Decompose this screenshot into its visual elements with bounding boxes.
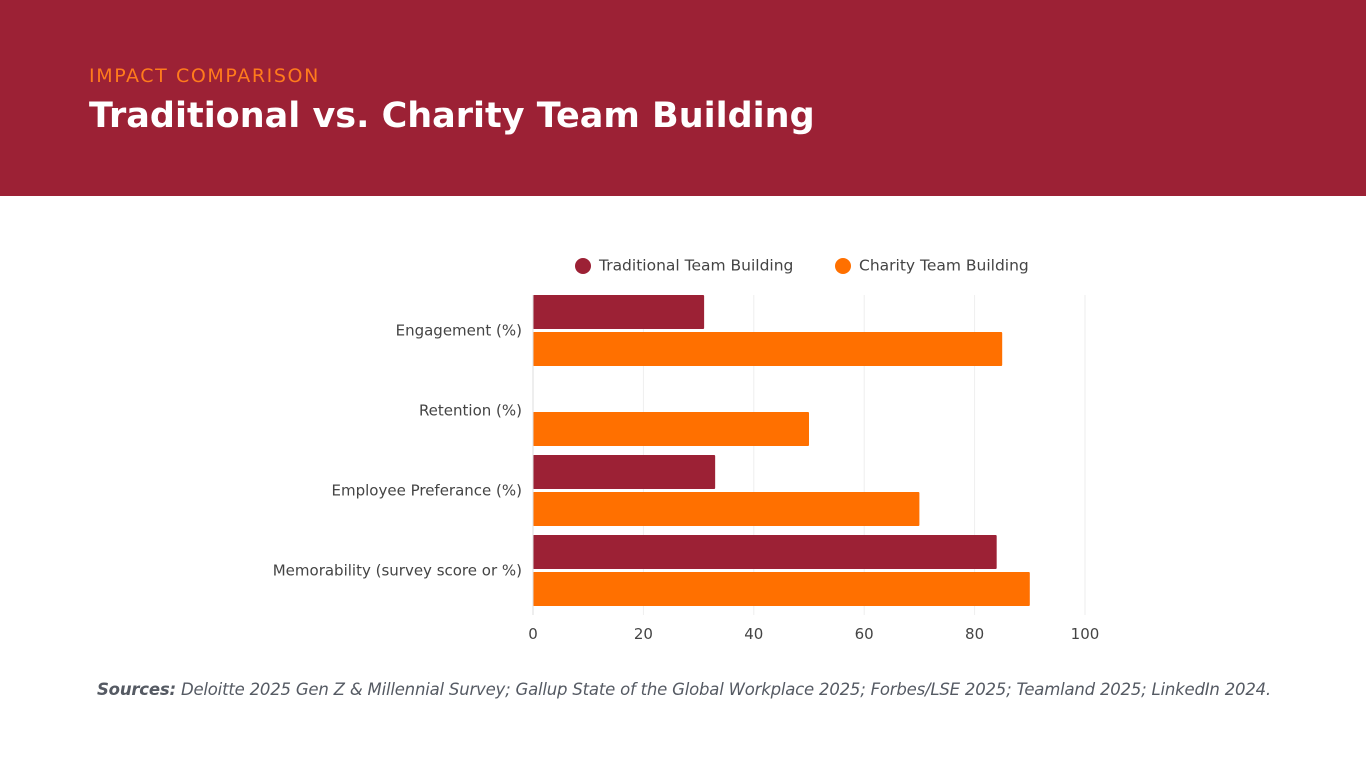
bar-traditional — [533, 455, 716, 489]
legend-marker-charity — [835, 258, 851, 274]
bar-charity — [533, 572, 1030, 606]
eyebrow-label: IMPACT COMPARISON — [89, 65, 320, 87]
chart-canvas: Engagement (%) Retention (%) Employee Pref… — [273, 257, 1100, 644]
x-tick-label: 20 — [634, 625, 653, 643]
category-label: Retention (%) — [419, 402, 522, 420]
category-label: Employee Preferance (%) — [332, 482, 522, 500]
x-tick-label: 40 — [744, 625, 763, 643]
legend-marker-traditional — [575, 258, 591, 274]
x-tick-label: 0 — [528, 625, 538, 643]
category-label: Memorability (survey score or %) — [273, 562, 522, 580]
x-tick-label: 100 — [1071, 625, 1100, 643]
header-banner: IMPACT COMPARISON Traditional vs. Charit… — [0, 0, 1366, 196]
bar-chart: Engagement (%) Retention (%) Employee Pref… — [0, 196, 1366, 656]
page-title: Traditional vs. Charity Team Building — [89, 96, 815, 136]
legend-label: Traditional Team Building — [598, 257, 793, 275]
category-label: Engagement (%) — [396, 322, 522, 340]
sources-text: Deloitte 2025 Gen Z & Millennial Survey;… — [175, 680, 1271, 699]
bar-traditional — [533, 535, 997, 569]
x-tick-label: 60 — [855, 625, 874, 643]
bar-charity — [533, 492, 920, 526]
bar-traditional — [533, 295, 705, 329]
sources-note: Sources: Deloitte 2025 Gen Z & Millennia… — [97, 680, 1297, 699]
bar-charity — [533, 412, 809, 446]
legend-label: Charity Team Building — [859, 257, 1029, 275]
bar-charity — [533, 332, 1003, 366]
x-tick-label: 80 — [965, 625, 984, 643]
sources-label: Sources: — [97, 680, 176, 699]
